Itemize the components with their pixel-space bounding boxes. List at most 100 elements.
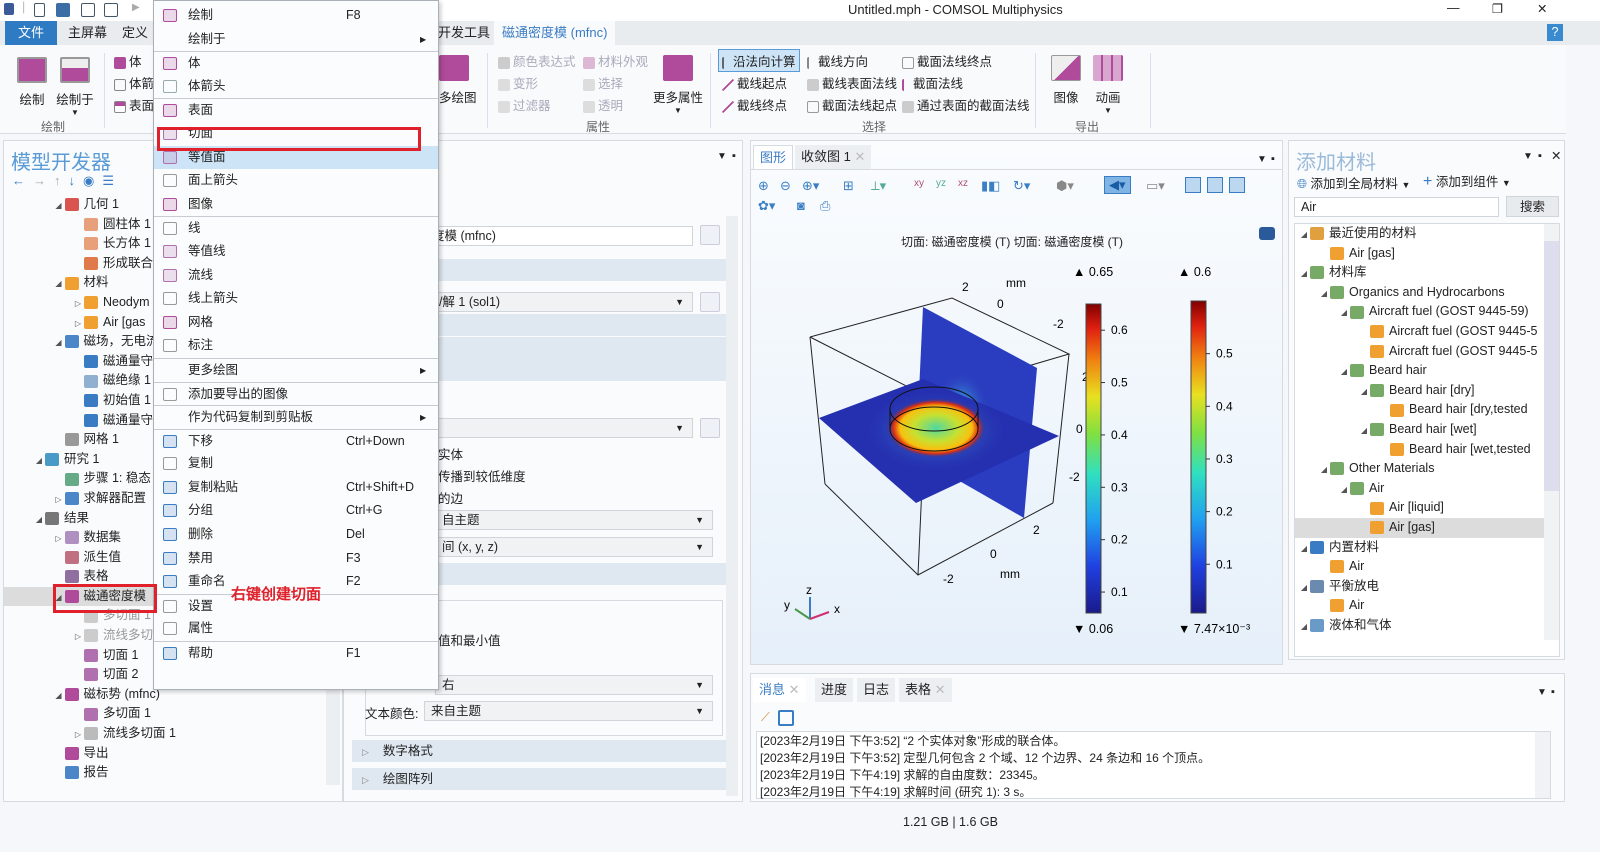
material-appearance-button[interactable]: 材料外观 [583,51,648,70]
message-scrollbar[interactable] [1535,732,1550,798]
plot-canvas[interactable]: 2 mm 0 -2 2 0 -2 2 0 mm -2 z y x 0.10.20… [751,141,1282,664]
down-icon[interactable]: ↓ [68,173,83,188]
material-tree-item[interactable]: ◢ 材料库 [1295,263,1559,283]
pin-icon[interactable]: ▪ [1538,150,1542,162]
cut-plane-normal-start-button[interactable]: 截面法线起点 [807,95,897,114]
material-tree-item[interactable]: ◢ Beard hair [1295,361,1559,381]
tab-plot-group[interactable]: 磁通密度模 (mfnc) [494,21,616,45]
propagate-option[interactable]: 传播到较低维度 [438,470,526,484]
image-export-button[interactable]: 图像 [1048,55,1084,106]
panel-menu-icon[interactable]: ▼ [1523,151,1533,162]
expand-open-icon[interactable]: ◢ [1300,543,1308,553]
tree-item[interactable]: 长方体 1 [4,234,326,254]
expand-closed-icon[interactable]: ▷ [74,298,82,308]
filter-button[interactable]: 过滤器 [498,95,551,114]
show-axes-icon[interactable] [1185,177,1201,193]
expand-closed-icon[interactable]: ▷ [55,494,62,504]
sort-icon[interactable]: ☰ [102,173,122,188]
menu-item-image[interactable]: 图像 [154,193,438,217]
tree-item[interactable]: 圆柱体 1 [4,215,326,235]
cut-plane-normal-surface-button[interactable]: 通过表面的截面法线 [902,95,1030,114]
text-color-dropdown[interactable]: 来自主题 ▼ [424,701,713,721]
save-icon[interactable] [81,3,95,17]
more-arrow-icon[interactable]: ▶ [132,2,140,13]
go-to-source-button[interactable] [700,292,720,312]
tree-item[interactable]: 初始值 1 [4,391,326,411]
expand-closed-icon[interactable]: ▷ [74,318,82,328]
material-tree-item[interactable]: Air [1295,596,1559,616]
tree-item[interactable]: ▷ 求解器配置 [4,489,326,509]
tree-item[interactable]: 网格 1 [4,430,326,450]
material-tree-item[interactable]: Air [liquid] [1295,498,1559,518]
menu-item-volume[interactable]: 体 [154,51,438,75]
expand-open-icon[interactable]: ◢ [1300,621,1308,631]
plot-button[interactable]: 绘制 [14,57,50,108]
menu-item-submenu[interactable]: 更多绘图 ▶ [154,357,438,382]
zoom-box-icon[interactable]: ⊕▾ [802,178,820,193]
more-attributes-button[interactable]: 更多属性 ▼ [652,55,704,115]
expand-open-icon[interactable]: ◢ [55,201,62,210]
help-button[interactable]: ? [1547,24,1563,41]
expand-open-icon[interactable]: ◢ [35,455,43,465]
tree-item[interactable]: ◢ 材料 [4,273,326,293]
section-band[interactable] [352,314,726,336]
tree-item[interactable]: ◢ 研究 1 [4,450,326,470]
tree-item[interactable]: 切面 2 [4,665,326,685]
panel-menu-icon[interactable]: ▼ [1537,687,1547,698]
panel-menu-icon[interactable]: ▼ [1257,154,1267,165]
menu-item-submenu[interactable]: 绘制于 ▶ [154,28,438,52]
add-to-component-button[interactable]: + 添加到组件 ▼ [1423,173,1511,190]
expand-open-icon[interactable]: ◢ [35,514,43,524]
expand-open-icon[interactable]: ◢ [1300,269,1308,279]
menu-item-disable[interactable]: 禁用 F3 [154,547,438,571]
menu-item-copy[interactable]: 复制 [154,452,438,476]
menu-item-move-down[interactable]: 下移 Ctrl+Down [154,428,438,453]
menu-item-mesh[interactable]: 网格 [154,311,438,335]
expand-open-icon[interactable]: ◢ [1300,230,1308,239]
pin-icon[interactable]: ▪ [1551,686,1555,698]
material-tree-item[interactable]: Air [gas] [1295,517,1559,538]
tree-item[interactable]: 磁绝缘 1 [4,371,326,391]
expand-open-icon[interactable]: ◢ [1340,367,1348,377]
material-tree-item[interactable]: ◢ 液体和气体 [1295,616,1559,636]
forward-icon[interactable]: → [33,173,54,188]
expand-open-icon[interactable]: ◢ [55,338,62,348]
menu-item-arrow-line[interactable]: 线上箭头 [154,287,438,311]
label-input[interactable]: 度模 (mfnc) [425,226,693,246]
pin-icon[interactable]: ▪ [1271,153,1275,165]
tree-item[interactable]: 派生值 [4,548,326,568]
animation-button[interactable]: 动画 ▼ [1090,55,1126,115]
open-folder-icon[interactable] [56,3,70,17]
cut-line-end-button[interactable]: 截线终点 [722,95,787,114]
selection-dropdown[interactable]: ▼ [425,418,693,438]
camera-view-icon[interactable]: ▮◧ [981,178,1001,193]
tree-item[interactable]: 报告 [4,763,326,783]
tab-definitions[interactable]: 定义 [122,25,149,40]
light-icon[interactable]: ◀▾ [1104,176,1131,194]
transparency-button[interactable]: 透明 [583,95,623,114]
material-tree-item[interactable]: Aircraft fuel (GOST 9445-5 [1295,322,1559,342]
more-plots-button[interactable]: 多绘图 [439,55,479,106]
tree-item[interactable]: ▷ 数据集 [4,528,326,548]
max-min-option[interactable]: 值和最小值 [438,634,501,648]
tab-progress[interactable]: 进度 [815,678,854,702]
box-icon[interactable]: ▭▾ [1146,178,1165,193]
add-to-global-button[interactable]: 🌐︎ 添加到全局材料 ▼ [1297,177,1411,191]
section-band[interactable] [352,259,726,281]
material-tree-item[interactable]: Beard hair [wet,tested [1295,440,1559,460]
tree-item[interactable]: 表格 [4,567,326,587]
plot-in-button[interactable]: 绘制于 ▼ [55,57,95,117]
xy-view-icon[interactable]: xy [914,178,924,189]
material-tree-item[interactable]: ◢ 最近使用的材料 [1295,224,1559,244]
selection-attr-button[interactable]: 选择 [583,73,623,92]
material-tree-item[interactable]: ◢ Other Materials [1295,459,1559,479]
material-tree-item[interactable]: ◢ Aircraft fuel (GOST 9445-59) [1295,302,1559,322]
tab-file[interactable]: 文件 [5,21,57,45]
solid-option[interactable]: 实体 [438,448,464,462]
maximize-button[interactable]: ❐ [1492,2,1504,16]
menu-item-group[interactable]: 分组 Ctrl+G [154,499,438,523]
tab-table[interactable]: 表格 ✕ [899,678,952,702]
tree-item[interactable]: ◢ 结果 [4,509,326,529]
tree-item[interactable]: ◢ 几何 1 [4,195,326,215]
menu-item-delete[interactable]: 删除 Del [154,523,438,547]
